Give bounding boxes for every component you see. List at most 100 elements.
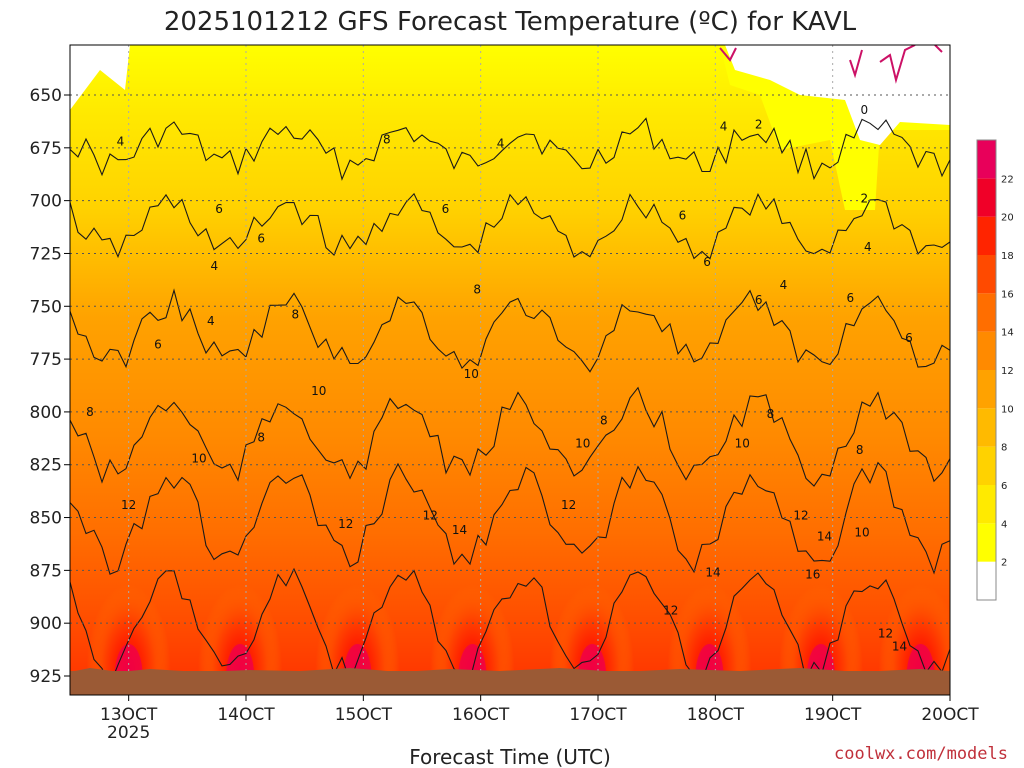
contour-label: 8 <box>257 430 265 444</box>
isotherm-contours <box>70 117 950 687</box>
contour-label: 6 <box>154 337 162 351</box>
contour-label: 4 <box>864 240 872 254</box>
y-tick-label: 700 <box>30 192 62 212</box>
contour-label: 4 <box>207 314 215 328</box>
colorbar-swatch <box>977 331 996 370</box>
y-tick-label: 850 <box>30 509 62 529</box>
temperature-field <box>70 45 950 695</box>
isotherm-line <box>70 117 950 181</box>
contour-label: 2 <box>861 192 869 206</box>
contour-label: 6 <box>846 291 854 305</box>
x-tick-label: 15OCT <box>335 705 393 725</box>
contour-label: 16 <box>805 568 820 582</box>
y-tick-label: 725 <box>30 244 62 264</box>
colorbar-swatch <box>977 255 996 294</box>
upper-left-cold-region <box>70 45 130 110</box>
contour-label: 14 <box>452 523 467 537</box>
y-tick-label: 900 <box>30 614 62 634</box>
contour-label: 8 <box>383 132 391 146</box>
contour-label: 8 <box>767 407 775 421</box>
contour-label: 6 <box>755 293 763 307</box>
contour-label: 12 <box>338 517 353 531</box>
colorbar-tick-label: 18 <box>1001 251 1014 262</box>
plot-area: 4 8 6 12 10 6 4 4 6 8 8 10 8 12 6 8 10 12 14 4 10 12 8 6 6 4 2 6 4 10… <box>70 45 950 695</box>
colorbar-tick-label: 4 <box>1001 519 1007 530</box>
contour-label: 8 <box>291 308 299 322</box>
y-tick-label: 775 <box>30 350 62 370</box>
contour-label: 10 <box>464 367 479 381</box>
contour-labels: 4 8 6 12 10 6 4 4 6 8 8 10 8 12 6 8 10 12 14 4 10 12 8 6 6 4 2 6 4 10… <box>86 103 913 654</box>
colorbar-tick-label: 2 <box>1001 558 1007 569</box>
y-tick-label: 650 <box>30 86 62 106</box>
contour-label: 8 <box>600 413 608 427</box>
isotherm-line <box>70 288 950 373</box>
y-tick-label: 750 <box>30 297 62 317</box>
colorbar-tick-label: 12 <box>1001 366 1014 377</box>
contour-label: 14 <box>892 639 907 653</box>
contour-label: 4 <box>497 137 505 151</box>
x-tick-label: 17OCT <box>569 705 627 725</box>
contour-label: 12 <box>561 498 576 512</box>
contour-label: 6 <box>703 255 711 269</box>
isotherm-line <box>70 567 950 687</box>
y-tick-label: 925 <box>30 667 62 687</box>
x-tick-label: 14OCT <box>217 705 275 725</box>
contour-label: 10 <box>311 384 326 398</box>
colorbar-tick-label: 14 <box>1001 328 1014 339</box>
x-tick-label: 19OCT <box>804 705 862 725</box>
credit-link[interactable]: coolwx.com/models <box>834 744 1008 764</box>
zero-isotherm-segment <box>719 45 943 84</box>
colorbar-swatch <box>977 485 996 524</box>
contour-label: 12 <box>121 498 136 512</box>
contour-label: 6 <box>257 232 265 246</box>
colorbar-swatch <box>977 216 996 255</box>
x-tick-label: 20OCT <box>921 705 979 725</box>
plot-frame <box>69 44 951 696</box>
contour-label: 2 <box>755 118 763 132</box>
colorbar-tick-label: 22 <box>1001 174 1014 185</box>
contour-label: 12 <box>793 508 808 522</box>
colorbar-swatch <box>977 178 996 217</box>
warm-core <box>778 584 863 695</box>
colorbar-tick-label: 8 <box>1001 443 1007 454</box>
contour-label: 8 <box>86 405 94 419</box>
y-tick-label: 825 <box>30 456 62 476</box>
contour-label: 10 <box>735 437 750 451</box>
colorbar-swatch <box>977 408 996 447</box>
colorbar: 2 4 6 8 10 12 14 16 18 20 22 <box>976 139 1014 601</box>
colorbar-tick-label: 10 <box>1001 404 1014 415</box>
y-tick-label: 675 <box>30 139 62 159</box>
x-tick-label: 18OCT <box>687 705 745 725</box>
y-tick-label: 800 <box>30 403 62 423</box>
contour-label: 4 <box>117 134 125 148</box>
contour-label: 4 <box>780 278 788 292</box>
isotherm-line <box>70 192 950 260</box>
chart-title: 2025101212 GFS Forecast Temperature (ºC)… <box>164 7 857 37</box>
terrain-edge <box>70 668 950 680</box>
x-axis-label: Forecast Time (UTC) <box>409 745 611 768</box>
contour-label: 4 <box>720 120 728 134</box>
contour-label: 4 <box>210 259 218 273</box>
contour-label: 10 <box>575 437 590 451</box>
contour-label: 10 <box>191 451 206 465</box>
y-axis: 650 675 700 725 750 775 800 825 850 875 900 925 <box>30 86 70 687</box>
isotherm-line <box>70 461 950 575</box>
contour-label: 12 <box>423 508 438 522</box>
contour-label: 6 <box>905 331 913 345</box>
colorbar-swatch <box>977 523 996 562</box>
x-tick-label: 16OCT <box>452 705 510 725</box>
colorbar-tick-label: 6 <box>1001 481 1007 492</box>
y-tick-label: 875 <box>30 561 62 581</box>
grid <box>70 45 950 695</box>
contour-label: 8 <box>473 282 481 296</box>
colorbar-swatch <box>977 370 996 409</box>
contour-label: 6 <box>679 208 687 222</box>
warm-core <box>550 584 635 695</box>
colorbar-swatch <box>977 293 996 332</box>
colorbar-swatch <box>977 140 996 179</box>
colorbar-tick-label: 16 <box>1001 289 1014 300</box>
contour-label: 0 <box>861 103 869 117</box>
contour-label: 8 <box>856 443 864 457</box>
